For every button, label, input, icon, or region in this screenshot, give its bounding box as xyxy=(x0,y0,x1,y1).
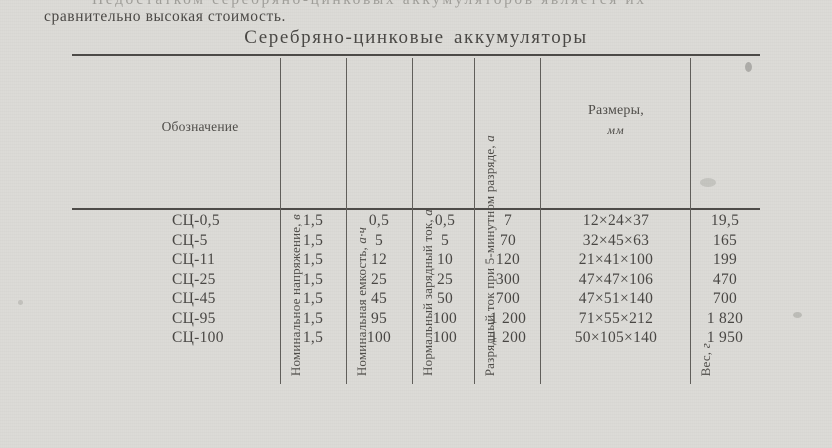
cell-designation: СЦ-25 xyxy=(172,270,216,288)
cell-nominal-capacity: 5 xyxy=(374,231,384,249)
column-divider-4 xyxy=(474,58,475,384)
cell-dimensions: 47×51×140 xyxy=(578,290,654,307)
cell-discharge-current: 7 xyxy=(503,212,513,229)
cell-nominal-capacity: 25 xyxy=(370,270,388,288)
cell-dimensions: 12×24×37 xyxy=(582,212,650,229)
cell-nominal-capacity: 100 xyxy=(366,329,392,346)
cell-discharge-current: 300 xyxy=(495,270,521,288)
column-header-designation: Обозначение xyxy=(161,119,239,134)
cell-discharge-current: 70 xyxy=(499,231,517,249)
column-divider-3 xyxy=(412,58,413,384)
cell-nominal-voltage: 1,5 xyxy=(302,251,324,268)
cell-nominal-voltage: 1,5 xyxy=(302,270,324,288)
cell-discharge-current: 1 200 xyxy=(489,309,527,327)
body-text-line-cutoff: Недостатком серебряно-цинковых аккумулят… xyxy=(92,0,792,9)
cell-nominal-capacity: 12 xyxy=(370,251,388,268)
cell-nominal-voltage: 1,5 xyxy=(302,309,324,327)
cell-weight: 165 xyxy=(712,231,738,249)
body-text-line: сравнительно высокая стоимость. xyxy=(44,8,286,25)
cell-weight: 1 950 xyxy=(706,329,744,346)
column-divider-1 xyxy=(280,58,281,384)
table-title: Серебряно-цинковые аккумуляторы xyxy=(244,27,588,48)
cell-dimensions: 71×55×212 xyxy=(578,309,654,327)
table-row: СЦ-5 1,5 5 5 70 32×45×63 165 xyxy=(72,232,760,252)
table-row: СЦ-25 1,5 25 25 300 47×47×106 470 xyxy=(72,271,760,291)
cell-designation: СЦ-100 xyxy=(172,329,224,346)
cell-dimensions: 21×41×100 xyxy=(578,251,654,268)
cell-designation: СЦ-0,5 xyxy=(172,212,220,229)
table-row: СЦ-45 1,5 45 50 700 47×51×140 700 xyxy=(72,290,760,310)
cell-designation: СЦ-45 xyxy=(172,290,216,307)
cell-charge-current: 5 xyxy=(440,231,450,249)
column-header-discharge-current-unit: а xyxy=(482,134,497,142)
column-header-dimensions: Размеры, мм xyxy=(542,102,690,140)
cell-discharge-current: 700 xyxy=(495,290,521,307)
cell-charge-current: 25 xyxy=(436,270,454,288)
cell-weight: 1 820 xyxy=(706,309,744,327)
cell-nominal-capacity: 0,5 xyxy=(368,212,390,229)
cell-discharge-current: 120 xyxy=(495,251,521,268)
cell-nominal-capacity: 95 xyxy=(370,309,388,327)
column-divider-6 xyxy=(690,58,691,384)
scan-speck xyxy=(18,300,23,305)
cell-charge-current: 10 xyxy=(436,251,454,268)
cell-designation: СЦ-5 xyxy=(172,231,208,249)
scan-speck xyxy=(793,312,802,318)
cell-nominal-voltage: 1,5 xyxy=(302,212,324,229)
table-row: СЦ-0,5 1,5 0,5 0,5 7 12×24×37 19,5 xyxy=(72,212,760,232)
cell-designation: СЦ-95 xyxy=(172,309,216,327)
table-top-rule xyxy=(72,54,760,56)
table-header-rule xyxy=(72,208,760,210)
cell-dimensions: 32×45×63 xyxy=(582,231,650,249)
cell-nominal-voltage: 1,5 xyxy=(302,329,324,346)
column-header-dimensions-unit: мм xyxy=(607,122,625,137)
column-header-dimensions-text: Размеры, xyxy=(588,103,644,118)
column-header-weight-text: Вес, xyxy=(698,347,713,376)
table-body: СЦ-0,5 1,5 0,5 0,5 7 12×24×37 19,5 СЦ-5 1,5 5 5 70 3… xyxy=(72,212,760,349)
table-row: СЦ-100 1,5 100 100 1 200 50×105×140 1 950 xyxy=(72,329,760,349)
cell-nominal-voltage: 1,5 xyxy=(302,290,324,307)
cell-nominal-voltage: 1,5 xyxy=(302,231,324,249)
cell-charge-current: 0,5 xyxy=(434,212,456,229)
cell-charge-current: 100 xyxy=(432,309,458,327)
table-row: СЦ-95 1,5 95 100 1 200 71×55×212 1 820 xyxy=(72,310,760,330)
cell-weight: 700 xyxy=(712,290,738,307)
cell-nominal-capacity: 45 xyxy=(370,290,388,307)
column-divider-2 xyxy=(346,58,347,384)
cell-charge-current: 50 xyxy=(436,290,454,307)
cell-weight: 19,5 xyxy=(710,212,740,229)
cell-weight: 470 xyxy=(712,270,738,288)
column-divider-5 xyxy=(540,58,541,384)
cell-dimensions: 47×47×106 xyxy=(578,270,654,288)
cell-weight: 199 xyxy=(712,251,738,268)
cell-discharge-current: 1 200 xyxy=(489,329,527,346)
table-row: СЦ-11 1,5 12 10 120 21×41×100 199 xyxy=(72,251,760,271)
cell-designation: СЦ-11 xyxy=(172,251,216,268)
cell-charge-current: 100 xyxy=(432,329,458,346)
cell-dimensions: 50×105×140 xyxy=(574,329,658,346)
specifications-table: Обозначение Номинальное напряжение, в Но… xyxy=(72,54,760,384)
